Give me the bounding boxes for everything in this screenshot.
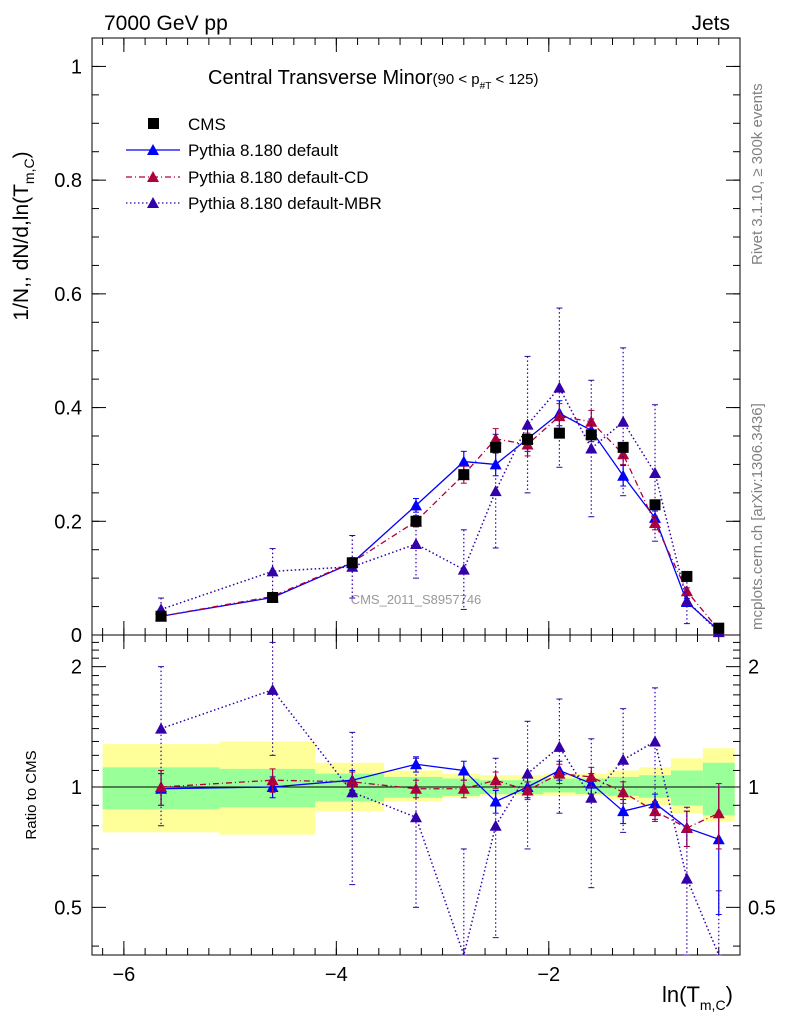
rivet-info: Rivet 3.1.10, ≥ 300k events <box>749 83 766 265</box>
ratio-point <box>617 805 630 817</box>
legend-label: CMS <box>188 115 226 134</box>
main-point <box>457 563 470 575</box>
ratio-y-tick-label-right: 0.5 <box>748 897 776 919</box>
ratio-point <box>489 795 502 807</box>
main-y-axis-label: 1/N,, dN/d,ln(Tm,C) <box>10 151 37 320</box>
x-tick-label: −2 <box>537 964 560 986</box>
cms-data-point <box>553 427 565 439</box>
cms-data-point <box>410 515 422 527</box>
stat-band-bin <box>543 778 576 793</box>
main-point <box>553 381 566 393</box>
main-point <box>410 538 422 550</box>
cms-data-point <box>346 557 358 569</box>
process-label: Jets <box>691 12 730 35</box>
main-point <box>617 469 630 481</box>
ratio-point <box>457 764 470 776</box>
main-y-tick-label: 1 <box>71 56 82 78</box>
cms-data-point <box>490 441 502 453</box>
legend-cms-marker <box>148 118 159 129</box>
ratio-series <box>155 641 725 958</box>
x-tick-label: −4 <box>325 964 348 986</box>
main-y-tick-label: 0.4 <box>54 398 82 420</box>
ratio-point <box>553 740 566 752</box>
main-y-tick-label: 0.2 <box>54 511 82 533</box>
ratio-point <box>410 811 422 823</box>
ratio-y-tick-label-right: 2 <box>748 657 759 679</box>
ratio-point <box>346 786 359 798</box>
main-point <box>457 455 470 467</box>
main-point <box>410 499 422 511</box>
cms-data-point <box>458 469 470 481</box>
ratio-point <box>521 767 534 779</box>
main-point <box>585 442 598 454</box>
ratio-point <box>585 791 598 803</box>
ratio-point <box>266 683 279 695</box>
ratio-y-tick-label: 1 <box>71 777 82 799</box>
ratio-point <box>617 753 630 765</box>
legend-label: Pythia 8.180 default <box>188 141 339 160</box>
ratio-point <box>617 786 630 798</box>
ratio-y-tick-label: 2 <box>71 657 82 679</box>
main-y-tick-label: 0.6 <box>54 284 82 306</box>
ratio-y-axis-label: Ratio to CMS <box>23 750 40 839</box>
legend-triangle-marker <box>147 144 159 155</box>
legend-label: Pythia 8.180 default-CD <box>188 168 369 187</box>
main-point <box>521 418 534 430</box>
ratio-point <box>712 807 725 819</box>
ratio-point <box>489 819 502 831</box>
cms-data-point <box>585 429 597 441</box>
main-y-tick-label: 0 <box>71 625 82 647</box>
main-point <box>617 448 630 460</box>
main-series <box>155 307 725 638</box>
main-point <box>489 458 502 470</box>
main-point <box>680 594 693 606</box>
main-y-tick-label: 0.8 <box>54 170 82 192</box>
ratio-y-tick-label-right: 1 <box>748 777 759 799</box>
main-point <box>553 410 566 422</box>
cms-data-point <box>649 499 661 511</box>
ratio-point <box>680 872 693 884</box>
cms-data-point <box>681 570 693 582</box>
legend: CMS Pythia 8.180 default Pythia 8.180 defa… <box>126 115 382 213</box>
cms-data-point <box>713 622 725 634</box>
stat-band-bin <box>639 775 671 798</box>
main-point <box>266 565 279 577</box>
stat-band-bin <box>315 773 385 802</box>
ratio-frame <box>91 634 741 956</box>
cms-data-point <box>522 433 534 445</box>
analysis-watermark: CMS_2011_S8957746 <box>351 592 482 607</box>
cms-data-point <box>267 591 279 603</box>
main-point <box>617 415 630 427</box>
legend-label: Pythia 8.180 default-MBR <box>188 194 382 213</box>
legend-triangle-marker <box>147 171 159 182</box>
main-point <box>489 485 502 497</box>
mcplots-info: mcplots.cern.ch [arXiv:1306.3436] <box>749 403 766 630</box>
ratio-point <box>585 770 598 782</box>
ratio-point <box>649 805 662 817</box>
stat-band-bin <box>670 770 703 806</box>
ratio-point <box>410 782 422 794</box>
ratio-point <box>649 735 662 747</box>
cms-data-point <box>155 610 167 622</box>
ratio-point <box>155 781 168 793</box>
main-point <box>649 466 662 478</box>
axis-ticks: 0 0.2 0.4 0.6 0.8 1 0.5 0.5 1 1 2 2 −6 −4 −2 <box>54 38 776 986</box>
x-tick-label: −6 <box>112 964 135 986</box>
cms-uncertainty-bands <box>92 741 740 835</box>
energy-label: 7000 GeV pp <box>104 12 228 35</box>
ratio-point <box>266 774 279 786</box>
ratio-y-tick-label: 0.5 <box>54 897 82 919</box>
x-axis-label: ln(Tm,C) <box>662 982 733 1013</box>
main-point <box>649 516 662 528</box>
ratio-point <box>155 722 168 734</box>
cms-data-point <box>617 441 629 453</box>
legend-triangle-marker <box>147 197 159 208</box>
ratio-point <box>553 767 566 779</box>
plot-title: Central Transverse Minor(90 < p#T < 125) <box>208 67 538 92</box>
ratio-point <box>457 782 470 794</box>
